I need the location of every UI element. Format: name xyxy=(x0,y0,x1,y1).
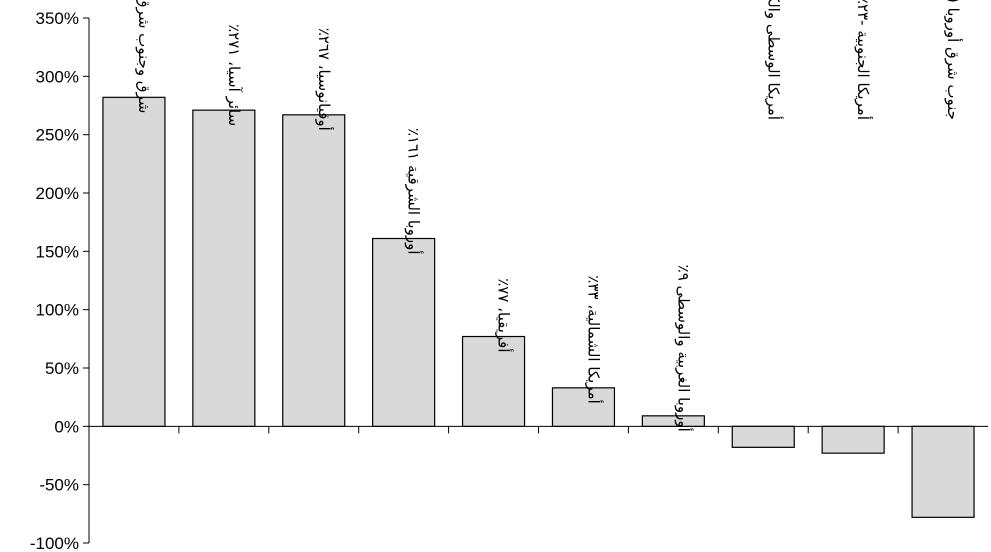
y-tick-label: 250% xyxy=(36,126,79,145)
bar-data-label: أوروبا الشرقية ١٦١٪ xyxy=(405,128,424,255)
bar xyxy=(731,425,795,448)
y-tick-label: 150% xyxy=(36,242,79,261)
y-tick-label: 300% xyxy=(36,67,79,86)
bar-data-label: أمريكا الجنوبية -٢٣٪ xyxy=(854,0,873,120)
bar xyxy=(102,96,166,427)
y-tick-label: 100% xyxy=(36,301,79,320)
bar xyxy=(192,109,256,427)
bar xyxy=(372,237,436,427)
bar xyxy=(282,114,346,427)
y-tick-label: -50% xyxy=(39,476,79,495)
bar-data-label: سائر آسيا، ٢٧١٪ xyxy=(225,24,243,126)
bar-data-label: شرق وجنوب شرق آسيا، ٢٨٢٪ xyxy=(135,0,153,113)
y-tick-label: 350% xyxy=(36,9,79,28)
y-tick-label: 50% xyxy=(45,359,79,378)
bar xyxy=(821,425,885,454)
y-tick-label: -100% xyxy=(30,534,79,552)
bar-labels: شرق وجنوب شرق آسيا، ٢٨٢٪ سائر آسيا، ٢٧١٪ أ… xyxy=(135,0,963,432)
bar xyxy=(551,387,616,427)
bar-data-label: أمريكا الوسطى والكاريبي -١٨٪ xyxy=(763,0,783,120)
y-axis: -100% -50% 0% 50% 100% 150% 200% 250% 300% 350% xyxy=(30,9,90,552)
bar xyxy=(911,425,975,518)
y-tick-label: 200% xyxy=(36,184,79,203)
bar-data-label: أوقيانوسيا، ٢٦٧٪ xyxy=(315,28,334,131)
bar xyxy=(461,335,526,427)
bars xyxy=(102,96,975,518)
bar xyxy=(641,415,705,427)
bar-data-label: أفريقيا، ٧٧٪ xyxy=(495,278,514,352)
bar-data-label: جنوب شرق أوروبا (أ) -٧٨٪ xyxy=(944,0,963,120)
bar-data-label: أمريكا الشمالية، ٣٣٪ xyxy=(584,275,603,404)
y-tick-label: 0% xyxy=(54,417,79,436)
bar-data-label: أوروبا الغربية والوسطى ٩٪ xyxy=(674,265,693,432)
